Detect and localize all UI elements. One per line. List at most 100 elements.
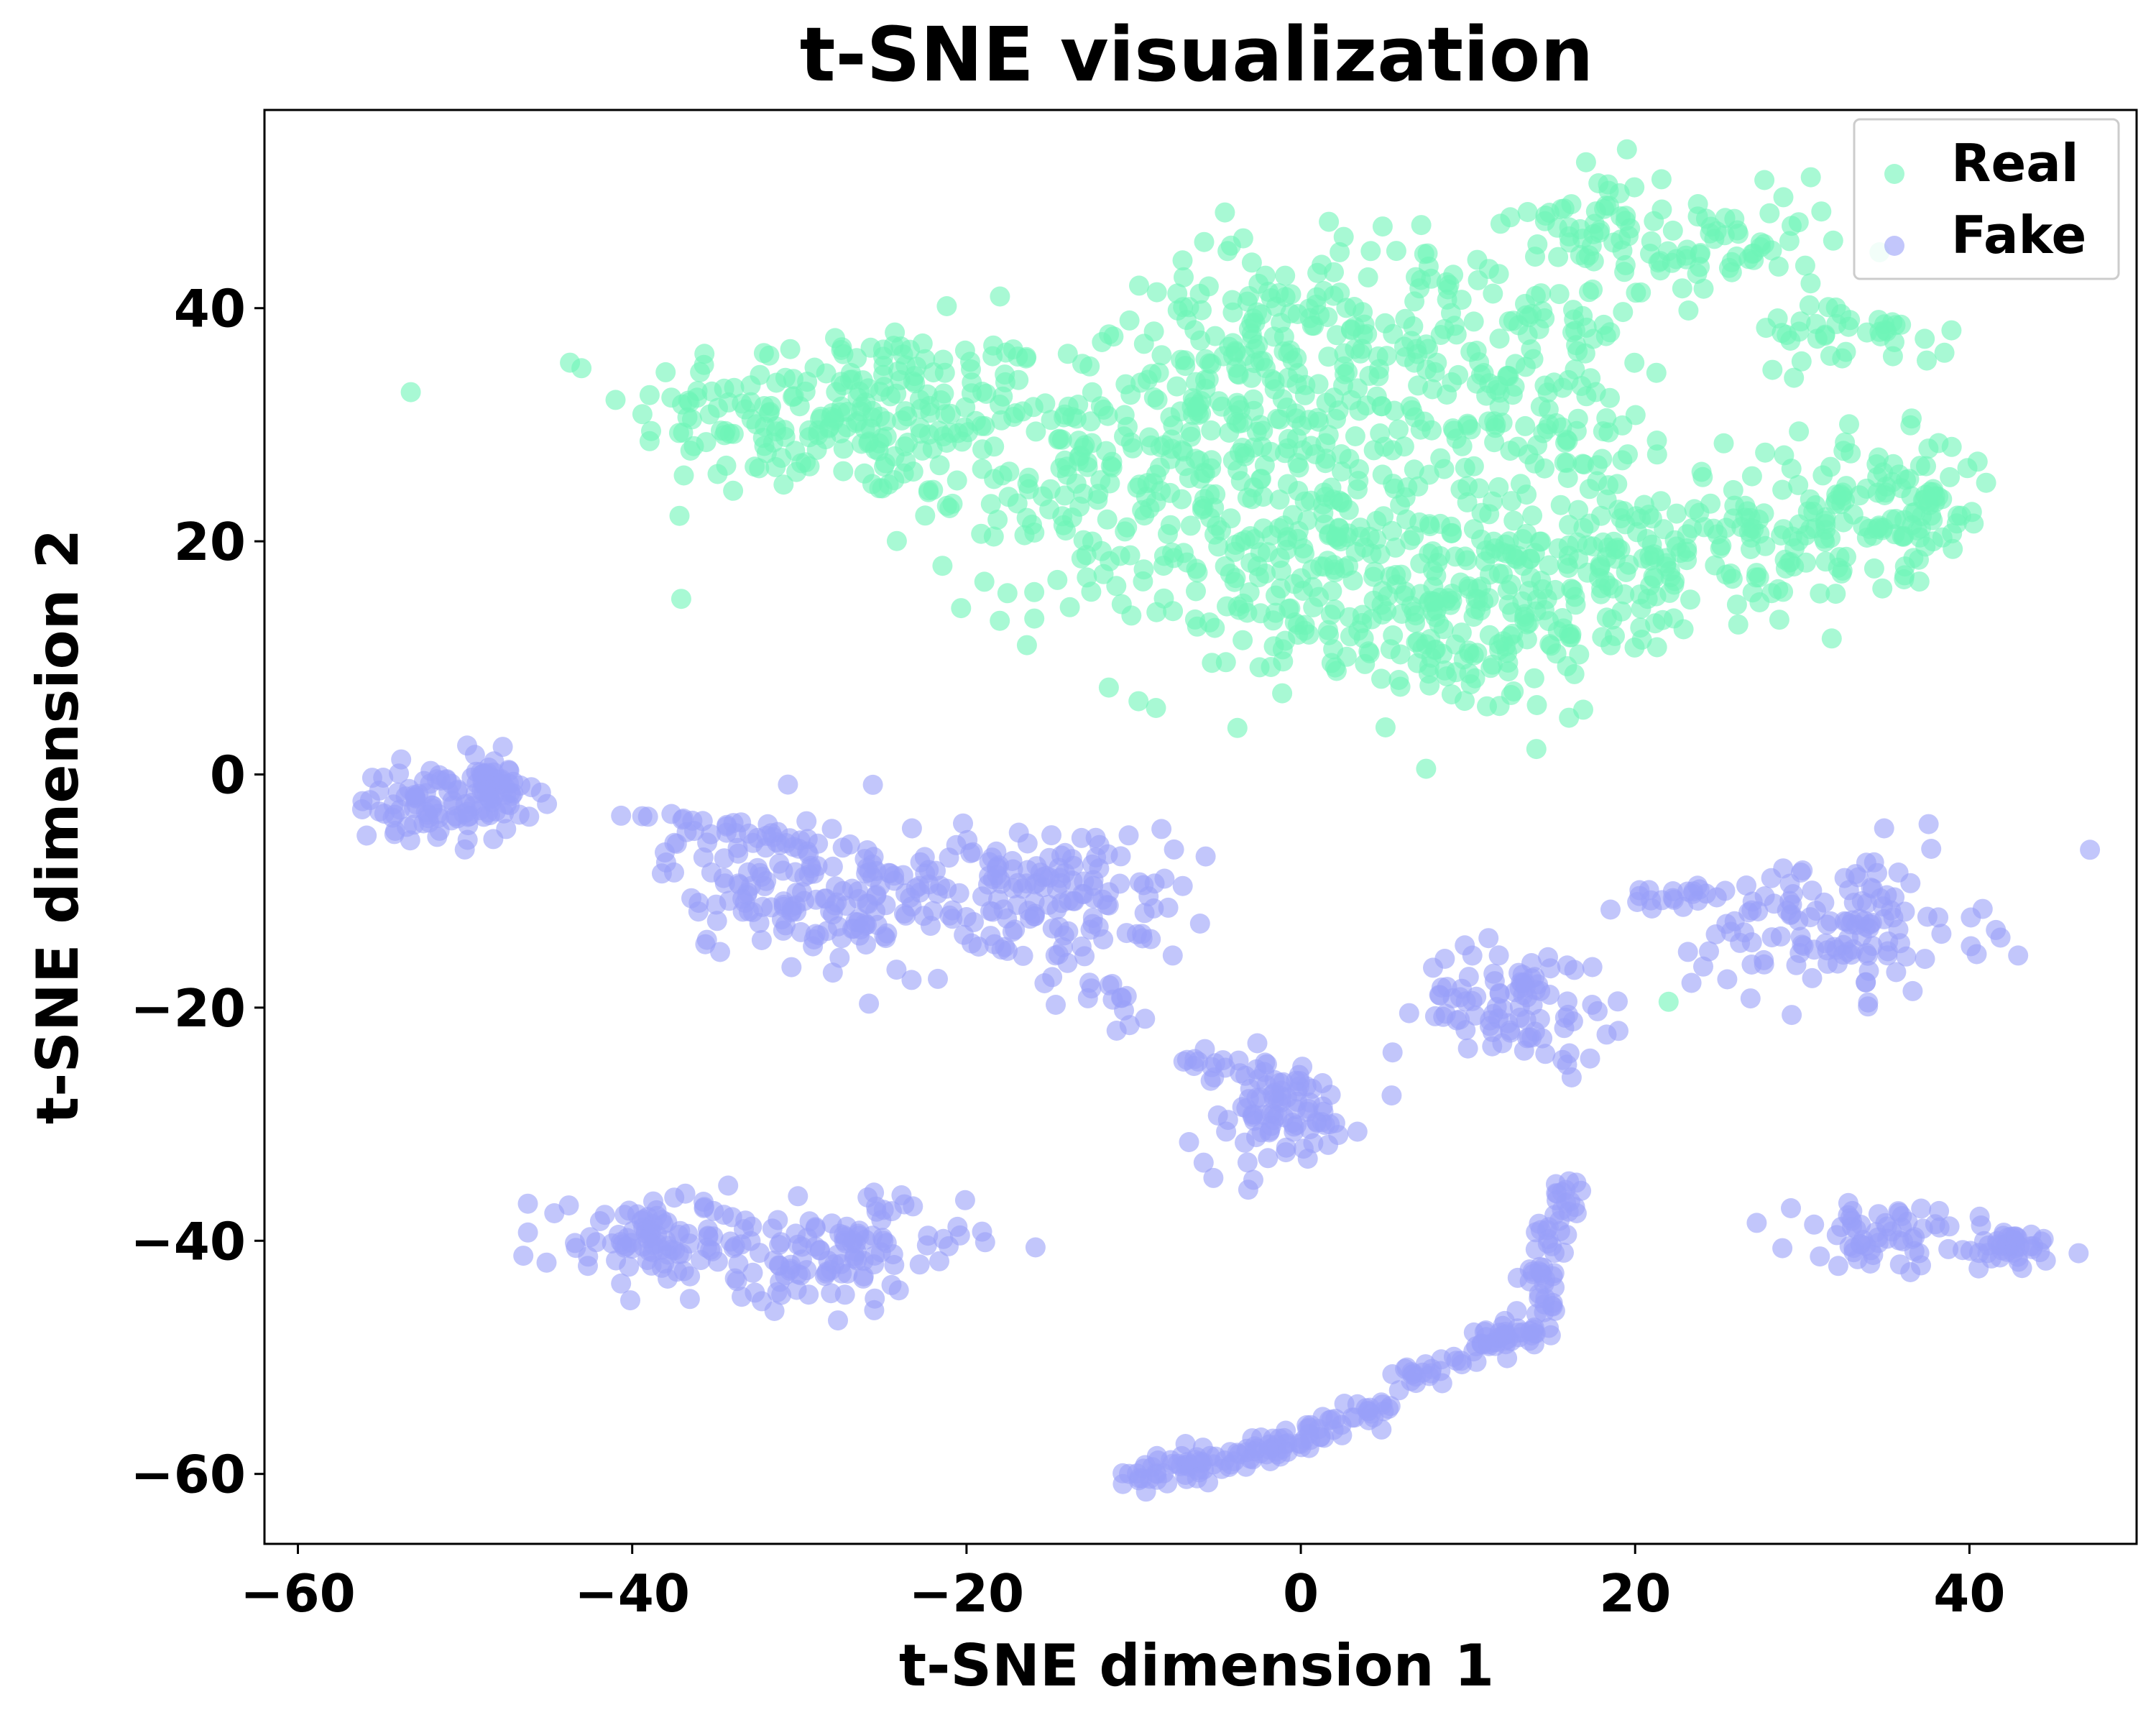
scatter-point-fake — [1506, 1301, 1527, 1322]
scatter-point-fake — [714, 873, 735, 894]
scatter-point-fake — [1429, 985, 1450, 1006]
scatter-point-fake — [1715, 880, 1736, 901]
scatter-point-fake — [1911, 1255, 1931, 1276]
scatter-point-fake — [1154, 868, 1175, 889]
scatter-point-fake — [1820, 911, 1841, 932]
scatter-point-fake — [1911, 1198, 1932, 1219]
scatter-point-real — [1187, 397, 1207, 418]
scatter-point-real — [1345, 426, 1365, 446]
scatter-point-fake — [696, 929, 717, 950]
scatter-point-real — [1646, 362, 1667, 383]
scatter-point-fake — [1024, 906, 1044, 926]
scatter-point-real — [1243, 477, 1264, 498]
scatter-point-real — [1358, 267, 1378, 288]
scatter-point-real — [1056, 456, 1077, 477]
scatter-point-real — [1128, 691, 1149, 712]
scatter-point-fake — [768, 1255, 789, 1276]
scatter-point-fake — [1135, 1008, 1156, 1029]
scatter-point-real — [1475, 540, 1496, 561]
scatter-point-real — [1767, 308, 1788, 328]
scatter-point-fake — [1434, 949, 1455, 969]
scatter-point-real — [1349, 459, 1369, 479]
scatter-point-fake — [1800, 907, 1820, 928]
scatter-point-real — [1320, 604, 1341, 625]
scatter-point-fake — [740, 1230, 761, 1251]
scatter-point-fake — [799, 1211, 820, 1232]
scatter-point-fake — [1046, 995, 1066, 1015]
scatter-point-fake — [611, 805, 632, 826]
scatter-point-real — [1961, 502, 1982, 523]
scatter-point-fake — [972, 1221, 992, 1242]
scatter-point-real — [1796, 552, 1817, 573]
scatter-point-real — [1942, 523, 1963, 544]
scatter-point-real — [1207, 515, 1227, 536]
scatter-point-fake — [752, 1291, 772, 1312]
scatter-point-real — [1593, 532, 1613, 553]
scatter-point-real — [1008, 346, 1028, 367]
x-axis-ticks: −60 −40 −20 0 20 40 — [240, 1544, 2006, 1624]
scatter-point-real — [1316, 448, 1337, 469]
scatter-point-fake — [953, 813, 973, 834]
scatter-point-fake — [1430, 1361, 1451, 1381]
scatter-point-real — [1769, 610, 1789, 630]
scatter-point-real — [974, 571, 995, 592]
scatter-point-fake — [1256, 1054, 1277, 1075]
scatter-point-real — [1811, 201, 1832, 222]
scatter-point-real — [1516, 305, 1537, 326]
scatter-point-fake — [822, 962, 843, 983]
chart-title: t-SNE visualization — [800, 11, 1594, 98]
scatter-point-real — [1417, 243, 1438, 264]
scatter-point-fake — [929, 1251, 949, 1271]
scatter-point-real — [1627, 522, 1647, 543]
scatter-point-real — [1404, 459, 1424, 480]
scatter-point-real — [1561, 627, 1581, 648]
scatter-point-fake — [1742, 891, 1763, 912]
scatter-point-real — [1872, 578, 1893, 599]
scatter-point-real — [1430, 448, 1451, 469]
scatter-point-fake — [1953, 1240, 1973, 1261]
scatter-point-fake — [1802, 967, 1823, 988]
scatter-point-real — [1534, 458, 1555, 479]
scatter-point-real — [1054, 407, 1074, 428]
scatter-point-real — [1572, 229, 1593, 249]
scatter-point-real — [1404, 291, 1425, 312]
scatter-point-real — [1565, 359, 1585, 380]
scatter-point-real — [1192, 300, 1212, 321]
scatter-point-fake — [916, 1235, 937, 1256]
scatter-point-real — [1455, 457, 1475, 478]
scatter-point-fake — [1242, 1106, 1263, 1127]
scatter-point-fake — [901, 818, 922, 839]
scatter-point-fake — [1110, 873, 1130, 894]
scatter-point-real — [1788, 212, 1809, 233]
scatter-point-real — [1229, 599, 1250, 620]
scatter-point-real — [1795, 255, 1815, 276]
scatter-point-real — [1516, 614, 1537, 635]
scatter-point-real — [1118, 416, 1138, 437]
scatter-point-real — [1077, 567, 1097, 588]
scatter-point-fake — [1195, 846, 1216, 867]
scatter-point-real — [1546, 643, 1567, 664]
legend-frame — [1853, 118, 2120, 280]
scatter-point-real — [971, 415, 992, 436]
legend-marker-real — [1884, 164, 1904, 184]
scatter-point-real — [1324, 387, 1345, 408]
scatter-point-fake — [1720, 921, 1741, 942]
scatter-point-real — [1330, 282, 1350, 303]
scatter-point-fake — [962, 933, 982, 954]
scatter-point-real — [987, 510, 1008, 530]
scatter-point-fake — [1557, 955, 1577, 976]
scatter-point-real — [1353, 324, 1373, 345]
scatter-point-fake — [664, 1187, 685, 1208]
scatter-point-real — [833, 461, 854, 482]
scatter-point-real — [1059, 597, 1080, 617]
scatter-point-fake — [1282, 1113, 1303, 1133]
scatter-point-real — [912, 440, 933, 461]
scatter-point-fake — [1135, 1455, 1156, 1476]
scatter-point-fake — [1736, 875, 1756, 896]
scatter-point-real — [1146, 282, 1167, 303]
scatter-point-real — [1529, 318, 1549, 339]
scatter-point-fake — [383, 794, 404, 815]
scatter-point-real — [1694, 517, 1715, 538]
scatter-point-real — [1052, 506, 1073, 527]
scatter-point-fake — [457, 735, 477, 756]
